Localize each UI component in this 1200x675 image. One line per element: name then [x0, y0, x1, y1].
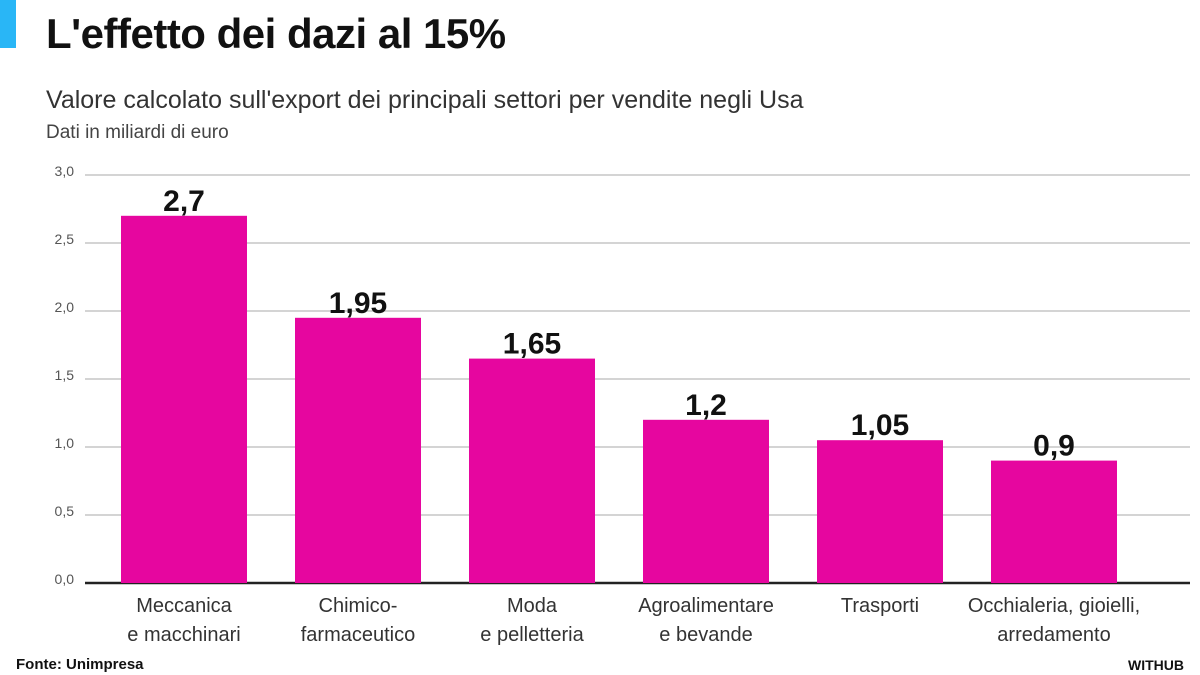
bar [991, 460, 1117, 583]
bar [469, 358, 595, 583]
x-category-label: Agroalimentare e bevande [638, 595, 774, 646]
x-category-label: Trasporti [841, 595, 919, 617]
bar [121, 215, 247, 584]
y-tick-label: 1,5 [55, 367, 75, 383]
x-category-label: Occhialeria, gioielli, arredamento [968, 595, 1140, 646]
y-tick-label: 2,0 [55, 299, 75, 315]
x-category-label: Meccanica e macchinari [127, 595, 240, 646]
chart-subtitle: Valore calcolato sull'export dei princip… [46, 86, 804, 114]
bar-value-label: 1,95 [329, 287, 387, 320]
bar [817, 440, 943, 583]
unit-note: Dati in miliardi di euro [46, 122, 229, 143]
bar-value-label: 1,05 [851, 409, 909, 442]
source-note: Fonte: Unimpresa [16, 656, 144, 673]
x-category-label: Chimico-farmaceutico [301, 595, 416, 646]
chart-title: L'effetto dei dazi al 15% [46, 10, 506, 57]
brand-logo: WITHUB [1128, 657, 1184, 673]
bar [643, 419, 769, 583]
y-tick-label: 3,0 [55, 163, 75, 179]
bar-value-label: 0,9 [1033, 430, 1075, 463]
bar-value-label: 2,7 [163, 185, 205, 218]
bar [295, 317, 421, 583]
y-tick-label: 0,5 [55, 503, 75, 519]
y-tick-label: 2,5 [55, 231, 75, 247]
y-tick-label: 0,0 [55, 571, 75, 587]
y-tick-label: 1,0 [55, 435, 75, 451]
x-category-label: Moda e pelletteria [480, 595, 584, 646]
bar-chart: 0,0 0,5 1,0 1,5 2,0 2,5 3,0 2,7 Meccanica e macch… [55, 163, 1190, 646]
accent-bar [0, 0, 16, 48]
bar-value-label: 1,65 [503, 328, 561, 361]
bar-value-label: 1,2 [685, 389, 727, 422]
